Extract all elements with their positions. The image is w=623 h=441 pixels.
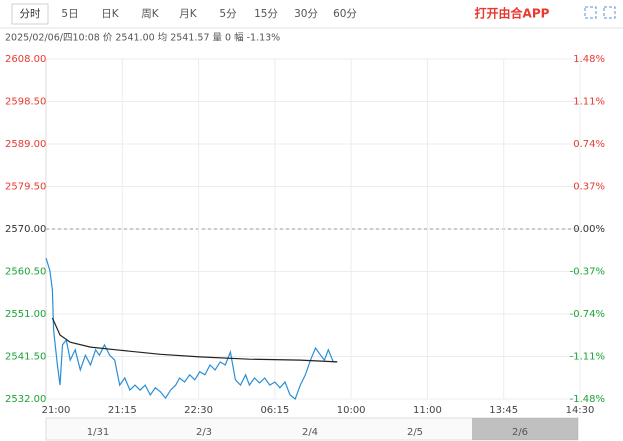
navigator-date: 2/6 [512,427,528,438]
y-tick-label: 2598.50 [5,97,46,108]
y-tick-label: 2532.00 [5,394,46,405]
y-tick-label: 2570.00 [5,224,46,235]
x-tick-label: 21:00 [42,405,71,416]
y2-tick-label: -0.74% [570,309,605,320]
x-tick-label: 21:15 [108,405,137,416]
y-tick-label: 2608.00 [5,54,46,65]
tab[interactable]: 月K [179,8,197,20]
y2-tick-label: 0.74% [573,139,605,150]
y2-tick-label: 1.11% [573,97,605,108]
y-tick-label: 2560.50 [5,267,46,278]
tab[interactable]: 60分 [333,8,357,20]
price-line [45,257,338,400]
y-tick-label: 2541.50 [5,352,46,363]
x-tick-label: 11:00 [413,405,442,416]
x-tick-label: 06:15 [260,405,289,416]
app-button[interactable]: 打开由合APP [475,6,550,21]
tab[interactable]: 15分 [254,8,278,20]
y2-tick-label: 0.00% [573,224,605,235]
active-tab-box [11,3,49,25]
y2-tick-label: 0.37% [573,182,605,193]
y-tick-label: 2551.00 [5,309,46,320]
tab[interactable]: 周K [141,8,159,20]
navigator-date: 2/4 [302,427,318,438]
y2-tick-label: 1.48% [573,54,605,65]
y-tick-label: 2579.50 [5,182,46,193]
y2-tick-label: -1.11% [570,352,605,363]
average-line [51,317,338,363]
navigator-date: 2/3 [196,427,212,438]
x-tick-label: 10:00 [337,405,366,416]
y-tick-label: 2589.00 [5,139,46,150]
tab[interactable]: 5分 [219,8,237,20]
tab[interactable]: 分时 [20,8,41,20]
tab[interactable]: 5日 [61,8,78,20]
x-tick-label: 14:30 [566,405,595,416]
tab[interactable]: 30分 [294,8,318,20]
expand-icon[interactable] [603,6,616,19]
x-tick-label: 13:45 [489,405,518,416]
fullscreen-icon[interactable] [584,6,597,19]
y2-tick-label: -0.37% [570,267,605,278]
navigator-date: 1/31 [87,427,109,438]
x-tick-label: 22:30 [184,405,213,416]
tab[interactable]: 日K [101,8,119,20]
info-line: 2025/02/06/四10:08 价 2541.00 均 2541.57 量 … [5,32,280,44]
navigator-selection[interactable] [472,418,578,440]
navigator-date: 2/5 [407,427,423,438]
y2-tick-label: -1.48% [570,394,605,405]
